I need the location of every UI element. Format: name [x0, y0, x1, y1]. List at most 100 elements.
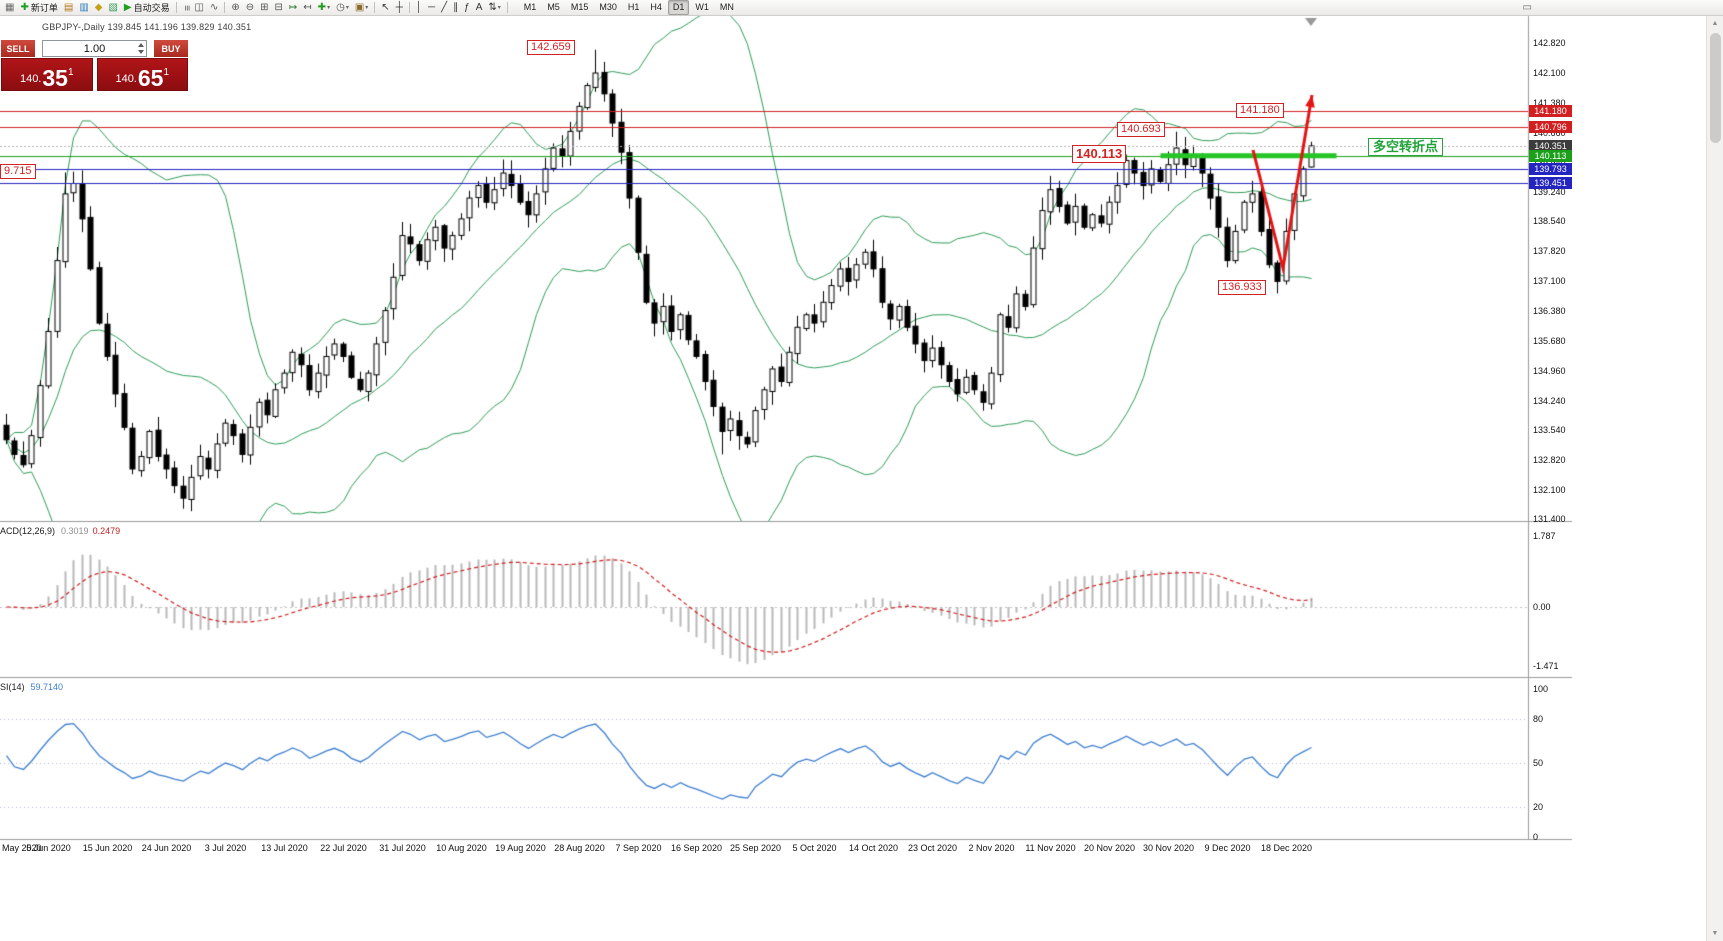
periods-icon: ◷ — [336, 1, 345, 13]
price-axis-label: 139.940 — [1533, 158, 1566, 168]
text-icon[interactable]: A — [473, 1, 486, 15]
price-label-annotation[interactable]: 142.659 — [527, 40, 575, 55]
new-order-button-label: 新订单 — [30, 2, 58, 13]
channel-icon: ∥ — [453, 1, 459, 13]
rsi-value: 59.7140 — [30, 682, 64, 692]
date-axis-label: 7 Sep 2020 — [615, 843, 662, 853]
new-chart-icon: ▦ — [5, 1, 15, 13]
timeframe-h1[interactable]: H1 — [627, 2, 640, 12]
price-label-annotation[interactable]: 140.113 — [1072, 145, 1127, 163]
trendline-icon[interactable]: ╱ — [438, 1, 450, 15]
indicators-icon[interactable]: ✚ ▾ — [315, 1, 333, 15]
price-tag: 139.451 — [1529, 177, 1572, 190]
templates-icon[interactable]: ▣ ▾ — [352, 1, 371, 15]
timeframe-m1[interactable]: M1 — [523, 2, 537, 12]
date-axis-label: May 2020 — [2, 843, 42, 853]
vertical-line-icon[interactable]: │ — [413, 1, 425, 15]
timeframe-m15[interactable]: M15 — [570, 2, 589, 12]
line-chart-icon[interactable]: ∿ — [207, 1, 221, 15]
market-watch-icon[interactable]: ▤ — [61, 1, 76, 15]
scroll-up-icon[interactable]: ▲ — [1711, 20, 1719, 27]
sell-price-button[interactable]: 140. 35 1 — [1, 58, 93, 91]
date-axis-label: 20 Nov 2020 — [1083, 843, 1136, 853]
vertical-scrollbar[interactable]: ▲ ▼ — [1706, 16, 1723, 941]
macd-axis-label: 1.787 — [1533, 530, 1556, 541]
timeframe-mn[interactable]: MN — [719, 2, 734, 12]
tile-windows-icon: ⊞ — [260, 1, 269, 13]
cascade-windows-icon: ⊟ — [274, 1, 283, 13]
price-axis-label: 137.100 — [1533, 276, 1566, 287]
rsi-name: SI(14) — [0, 682, 25, 692]
price-axis-label: 133.540 — [1533, 424, 1566, 435]
price-label-annotation[interactable]: 140.693 — [1117, 122, 1165, 137]
spinner-up-icon[interactable] — [138, 43, 144, 47]
chart-shift-icon[interactable]: ↤ — [300, 1, 314, 15]
price-axis-label: 131.400 — [1533, 513, 1566, 524]
one-click-trading-panel: SELL 1.00 BUY 140. 35 1 140. 65 1 — [1, 40, 188, 91]
price-tag: 140.796 — [1529, 121, 1572, 134]
terminal-icon[interactable]: ▧ — [105, 1, 120, 15]
new-chart-icon[interactable]: ▦ — [2, 1, 17, 15]
rsi-indicator-label: SI(14) 59.7140 — [0, 682, 63, 692]
autotrading-button-label: 自动交易 — [133, 2, 170, 13]
scroll-down-icon[interactable]: ▼ — [1711, 930, 1719, 937]
sell-button[interactable]: SELL — [1, 40, 35, 57]
price-label-annotation[interactable]: 136.933 — [1218, 280, 1266, 295]
crosshair-icon[interactable]: ┼ — [393, 1, 406, 15]
macd-name: ACD(12,26,9) — [0, 526, 56, 536]
zoom-out-icon: ⊖ — [245, 1, 255, 13]
cascade-windows-icon[interactable]: ⊟ — [272, 1, 286, 15]
volume-input[interactable]: 1.00 — [42, 40, 147, 57]
candle-chart-icon: ◫ — [194, 1, 204, 13]
timeframe-m5[interactable]: M5 — [547, 2, 560, 12]
turning-point-note[interactable]: 多空转折点 — [1368, 138, 1444, 156]
price-label-annotation[interactable]: 141.180 — [1236, 103, 1284, 118]
date-axis-label: 5 Jun 2020 — [26, 843, 71, 853]
tile-windows-icon[interactable]: ⊞ — [257, 1, 271, 15]
dropdown-caret-icon: ▾ — [345, 4, 349, 11]
horizontal-line-icon[interactable]: ─ — [425, 1, 438, 15]
date-axis-label: 22 Jul 2020 — [320, 843, 367, 853]
bar-chart-icon: ≡ — [180, 4, 192, 11]
buy-price-button[interactable]: 140. 65 1 — [96, 58, 188, 91]
buy-button[interactable]: BUY — [154, 40, 188, 57]
zoom-in-icon: ⊕ — [231, 1, 240, 13]
sell-price-big: 35 — [42, 65, 68, 91]
fibonacci-icon[interactable]: ƒ — [461, 1, 473, 15]
trendline-icon: ╱ — [441, 1, 448, 13]
new-order-button[interactable]: ✚ 新订单 — [17, 1, 60, 15]
auto-scroll-icon[interactable]: ↦ — [286, 1, 300, 15]
macd-indicator-label: ACD(12,26,9) 0.3019 0.2479 — [0, 526, 120, 536]
date-axis-label: 11 Nov 2020 — [1025, 843, 1076, 853]
price-tag: 140.351 — [1529, 139, 1572, 152]
window-icon[interactable]: ▭ — [1520, 1, 1535, 15]
timeframe-h4[interactable]: H4 — [650, 2, 662, 12]
arrows-icon[interactable]: ⇅ ▾ — [485, 1, 503, 15]
candle-chart-icon[interactable]: ◫ — [191, 1, 206, 15]
price-label-annotation[interactable]: 9.715 — [0, 164, 36, 179]
periods-icon[interactable]: ◷ ▾ — [333, 1, 352, 15]
timeframe-w1[interactable]: W1 — [695, 2, 709, 12]
cursor-icon[interactable]: ↖ — [378, 1, 392, 15]
timeframe-m30[interactable]: M30 — [599, 2, 617, 12]
date-axis-label: 18 Dec 2020 — [1260, 843, 1313, 853]
date-axis-label: 10 Aug 2020 — [436, 843, 487, 853]
channel-icon[interactable]: ∥ — [450, 1, 461, 15]
spinner-down-icon[interactable] — [138, 50, 144, 54]
data-window-icon[interactable]: ▥ — [76, 1, 91, 15]
zoom-out-icon[interactable]: ⊖ — [243, 1, 257, 15]
bar-chart-icon[interactable]: ≡ — [180, 1, 192, 15]
autotrading-button[interactable]: ▶ 自动交易 — [121, 1, 173, 15]
price-axis-label: 134.960 — [1533, 365, 1566, 376]
volume-spinner[interactable] — [138, 43, 144, 54]
price-axis-label: 141.380 — [1533, 98, 1566, 109]
price-axis-label: 136.380 — [1533, 306, 1566, 317]
date-axis-label: 30 Nov 2020 — [1142, 843, 1195, 853]
navigator-icon[interactable]: ◆ — [92, 1, 106, 15]
timeframe-d1[interactable]: D1 — [667, 0, 690, 15]
zoom-in-icon[interactable]: ⊕ — [228, 1, 242, 15]
date-axis-label: 24 Jun 2020 — [141, 843, 192, 853]
symbol-info: GBPJPY-,Daily 139.845 141.196 139.829 14… — [42, 22, 252, 32]
scrollbar-thumb[interactable] — [1709, 33, 1721, 143]
